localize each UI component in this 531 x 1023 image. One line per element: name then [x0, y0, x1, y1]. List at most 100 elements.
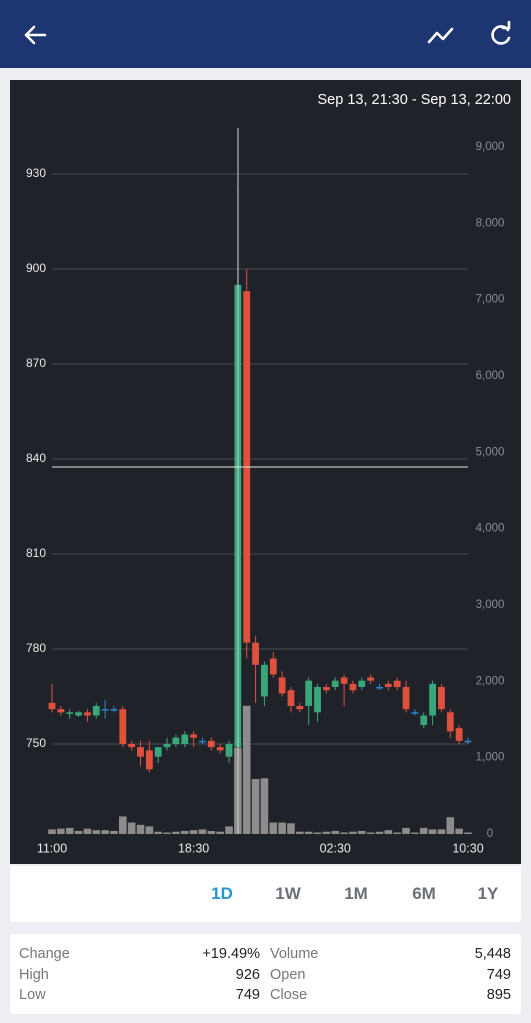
range-selector: 1D 1W 1M 6M 1Y — [10, 866, 521, 922]
volume-bar — [48, 829, 56, 834]
y2-tick-label: 0 — [487, 828, 493, 840]
y-tick-label: 930 — [26, 166, 46, 180]
range-button[interactable]: 1D — [211, 884, 233, 903]
candle-body — [296, 706, 304, 710]
candle-body — [384, 683, 392, 687]
candle-body — [101, 709, 109, 711]
volume-bar — [207, 830, 216, 834]
candle-body — [154, 747, 162, 757]
volume-bar — [419, 827, 428, 834]
volume-bar — [349, 831, 357, 834]
candle-body — [322, 687, 330, 691]
volume-bar — [375, 831, 384, 834]
range-button[interactable]: 6M — [412, 884, 436, 903]
volume-bar — [136, 824, 145, 834]
stat-label: Close — [270, 987, 308, 1003]
candle-body — [66, 712, 74, 714]
candle-body — [190, 734, 198, 738]
candle-body — [340, 677, 348, 684]
stats-panel: Change +19.49% High 926 Low 749 Volume 5,448 Ope… — [10, 934, 521, 1014]
candle-body — [438, 687, 445, 710]
volume-bar — [57, 828, 65, 834]
stat-value: 749 — [486, 966, 511, 983]
volume-bar — [269, 822, 278, 834]
range-button[interactable]: 1M — [344, 884, 368, 903]
y-tick-label: 810 — [26, 546, 46, 560]
y2-tick-label: 1,000 — [476, 752, 505, 764]
y2-tick-label: 4,000 — [476, 523, 505, 535]
volume-bar — [180, 830, 189, 834]
tooltip: Sep 13, 21:30 - Sep 13, 22:00 — [318, 92, 511, 108]
candle-body — [119, 709, 127, 744]
volume-bar — [154, 831, 163, 834]
volume-bar — [366, 832, 375, 834]
candle-body — [429, 683, 436, 716]
candle-body — [269, 658, 277, 675]
y2-tick-label: 8,000 — [476, 217, 505, 229]
candle-body — [446, 712, 454, 732]
candle-body — [420, 715, 428, 725]
candle-body — [137, 747, 144, 757]
y-tick-label: 870 — [26, 356, 46, 370]
y2-tick-label: 6,000 — [476, 370, 505, 382]
app-bar-icons — [24, 20, 511, 45]
candle-body — [57, 709, 65, 713]
stat-label: Low — [19, 987, 46, 1003]
volume-bar — [110, 830, 118, 834]
candle-body — [48, 702, 56, 710]
candle-body — [84, 712, 91, 716]
chart: Sep 13, 21:30 - Sep 13, 22:00 750 780 810 8… — [26, 92, 511, 855]
stat-value: 895 — [486, 987, 511, 1003]
candle-body — [314, 687, 321, 713]
volume-bar — [455, 828, 463, 834]
volume-bar — [357, 830, 366, 834]
volume-bar — [145, 826, 154, 834]
volume-bar — [304, 831, 313, 834]
volume-bar — [278, 822, 286, 834]
y-tick-label: 750 — [26, 736, 46, 750]
candle-body — [349, 683, 357, 691]
candle-body — [92, 706, 100, 716]
volume-bar — [437, 829, 446, 834]
stat-label: Open — [270, 966, 306, 983]
candle-body — [163, 744, 171, 748]
volume-bar — [216, 831, 224, 834]
volume-bar — [260, 778, 269, 834]
volume-bar — [287, 823, 295, 834]
volume-bar — [225, 826, 233, 834]
volume-bar — [464, 832, 472, 834]
volume-bar — [172, 831, 180, 834]
back-button[interactable] — [24, 25, 47, 45]
y2-tick-label: 9,000 — [476, 141, 505, 153]
chart-type-button[interactable] — [427, 27, 454, 44]
candle-body — [216, 747, 224, 751]
volume-bar — [402, 827, 410, 834]
volume-bar — [127, 822, 136, 834]
range-button[interactable]: 1Y — [477, 884, 499, 903]
volume-bar — [198, 829, 207, 834]
candle-body — [287, 690, 295, 706]
candle-body — [278, 677, 286, 694]
candle-body — [207, 740, 215, 748]
volume-bar — [428, 829, 437, 834]
volume-bar — [340, 832, 348, 834]
stat-label: Volume — [270, 946, 319, 962]
refresh-button[interactable] — [491, 20, 511, 45]
stat-value: 749 — [235, 987, 260, 1003]
candle-body — [358, 680, 366, 687]
y-tick-label: 840 — [26, 451, 46, 465]
stat-label: High — [19, 966, 49, 983]
volume-bar — [411, 832, 419, 834]
x-tick-label: 18:30 — [178, 841, 209, 855]
range-button[interactable]: 1W — [275, 884, 301, 903]
volume-bar — [393, 832, 401, 834]
volume-bar — [101, 830, 109, 834]
y2-tick-label: 5,000 — [476, 446, 505, 458]
candle-body — [128, 744, 136, 748]
candle-body — [331, 680, 339, 687]
candle-body — [393, 680, 401, 687]
volume-bar — [163, 832, 171, 834]
volume-bar — [189, 830, 198, 834]
candle-body — [225, 744, 233, 757]
